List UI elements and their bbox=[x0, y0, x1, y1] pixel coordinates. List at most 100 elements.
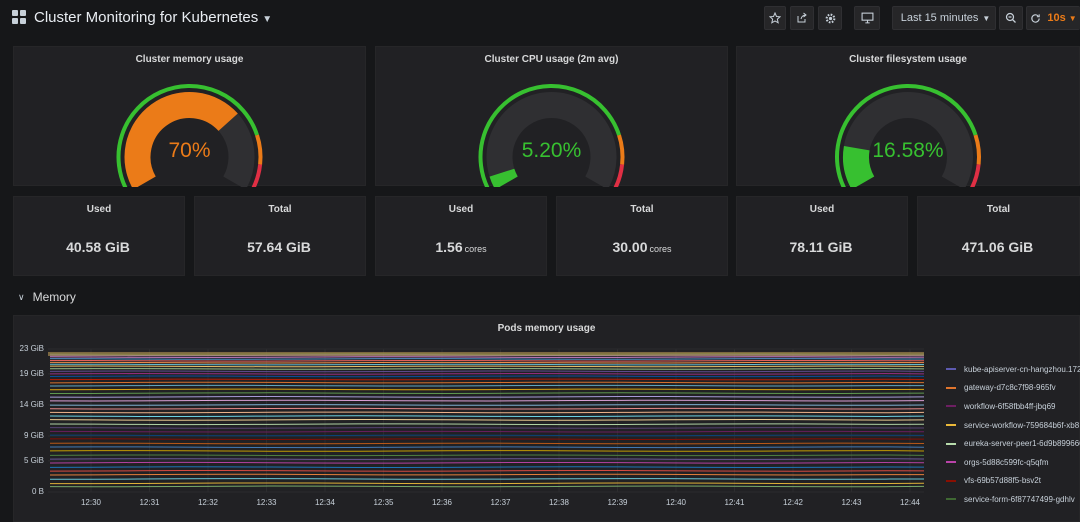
panel-title: Cluster CPU usage (2m avg) bbox=[484, 54, 619, 65]
legend-swatch bbox=[946, 479, 956, 482]
series-line bbox=[49, 399, 925, 402]
refresh-button[interactable]: 10s ▼ bbox=[1026, 6, 1080, 30]
stat-value: 40.58 GiB bbox=[66, 239, 130, 255]
gauge-chart: 70% bbox=[116, 84, 263, 187]
chevron-down-icon: ∨ bbox=[18, 291, 25, 302]
series-line bbox=[49, 411, 925, 414]
panel-title: Used bbox=[86, 204, 112, 215]
series-line bbox=[49, 363, 925, 366]
gauge-threshold-arc bbox=[835, 84, 978, 187]
legend-item[interactable]: gateway-d7c8c7f98-965fv bbox=[940, 379, 1080, 398]
x-tick-label: 12:30 bbox=[80, 498, 102, 507]
series-line bbox=[49, 378, 925, 381]
stat-value: 57.64 GiB bbox=[247, 239, 311, 255]
series-line bbox=[49, 442, 925, 445]
gauge-threshold-arc bbox=[973, 134, 981, 165]
gauge-value-arc bbox=[124, 92, 238, 187]
gauge-threshold-arc bbox=[478, 84, 621, 187]
chevron-down-icon: ▼ bbox=[262, 14, 273, 25]
series-line bbox=[49, 446, 925, 449]
x-tick-label: 12:35 bbox=[373, 498, 394, 507]
series-line bbox=[49, 368, 925, 370]
memory-row-header[interactable]: ∨ Memory bbox=[18, 290, 76, 304]
share-button[interactable] bbox=[790, 6, 814, 30]
chevron-down-icon: ▼ bbox=[982, 13, 991, 23]
series-line bbox=[49, 384, 925, 387]
series-line bbox=[49, 423, 925, 426]
legend-item[interactable]: workflow-6f58fbb4ff-jbq69 bbox=[940, 397, 1080, 416]
legend-swatch bbox=[946, 442, 956, 445]
series-line bbox=[49, 461, 925, 464]
gauge-value-label: 70% bbox=[168, 139, 210, 162]
refresh-icon bbox=[1031, 13, 1041, 23]
series-line bbox=[49, 458, 925, 460]
cpu-used-stat: Used 1.56 cores bbox=[375, 196, 547, 276]
gauge-threshold-arc bbox=[251, 164, 263, 187]
gear-icon bbox=[825, 13, 835, 23]
tv-mode-button[interactable] bbox=[854, 6, 880, 30]
memory-total-stat: Total 57.64 GiB bbox=[194, 196, 366, 276]
zoom-out-icon bbox=[1005, 12, 1016, 23]
x-tick-label: 12:43 bbox=[841, 498, 862, 507]
legend-swatch bbox=[946, 461, 956, 464]
gauge-chart: 5.20% bbox=[478, 84, 625, 187]
y-tick-label: 9 GiB bbox=[23, 431, 44, 441]
x-tick-label: 12:32 bbox=[197, 498, 219, 507]
x-tick-label: 12:39 bbox=[607, 498, 628, 507]
legend-item[interactable]: vfs-69b57d88f5-bsv2t bbox=[940, 472, 1080, 491]
gauge-track bbox=[486, 92, 617, 187]
series-line bbox=[49, 438, 925, 441]
panel-title: Total bbox=[986, 204, 1011, 215]
series-line bbox=[49, 392, 925, 394]
gauge-threshold-arc bbox=[617, 134, 625, 165]
series-line bbox=[49, 430, 925, 433]
settings-button[interactable] bbox=[818, 6, 842, 30]
x-tick-label: 12:44 bbox=[899, 498, 921, 507]
time-picker-button[interactable]: Last 15 minutes ▼ bbox=[892, 6, 996, 30]
x-tick-label: 12:40 bbox=[665, 498, 687, 507]
series-line bbox=[49, 419, 925, 421]
panel-title: Used bbox=[448, 204, 474, 215]
legend-label: kube-apiserver-cn-hangzhou.172. bbox=[964, 364, 1080, 374]
gauge-threshold-arc bbox=[970, 164, 981, 187]
legend-swatch bbox=[946, 368, 956, 371]
x-tick-label: 12:36 bbox=[431, 498, 453, 507]
stat-value: 471.06 GiB bbox=[961, 239, 1034, 255]
legend-item[interactable]: service-form-6f87747499-gdhlv bbox=[940, 490, 1080, 509]
star-button[interactable] bbox=[764, 6, 786, 30]
series-line bbox=[49, 482, 925, 485]
dashboard-grid-icon[interactable] bbox=[12, 10, 26, 24]
legend-item[interactable]: kube-apiserver-cn-hangzhou.172. bbox=[940, 360, 1080, 379]
refresh-interval-label: 10s bbox=[1047, 12, 1066, 24]
share-icon bbox=[797, 12, 807, 23]
y-tick-label: 19 GiB bbox=[19, 368, 44, 378]
series-line bbox=[49, 396, 925, 398]
x-tick-label: 12:34 bbox=[314, 498, 336, 507]
x-tick-label: 12:37 bbox=[490, 498, 511, 507]
series-line bbox=[49, 407, 925, 410]
x-tick-label: 12:38 bbox=[548, 498, 570, 507]
filesystem-gauge-panel: 16.58% Cluster filesystem usage bbox=[736, 46, 1080, 187]
dashboard-title-text: Cluster Monitoring for Kubernetes bbox=[34, 9, 259, 26]
filesystem-used-stat: Used 78.11 GiB bbox=[736, 196, 908, 276]
dashboard-title[interactable]: Cluster Monitoring for Kubernetes ▼ bbox=[34, 9, 272, 26]
zoom-out-button[interactable] bbox=[999, 6, 1023, 30]
series-band bbox=[48, 351, 924, 356]
legend-item[interactable]: orgs-5d88c599fc-q5qfm bbox=[940, 453, 1080, 472]
series-line bbox=[49, 485, 925, 488]
graph-legend: kube-apiserver-cn-hangzhou.172. gateway-d… bbox=[940, 360, 1080, 509]
cpu-gauge-panel: 5.20% Cluster CPU usage (2m avg) bbox=[375, 46, 728, 187]
series-line bbox=[49, 361, 925, 364]
gauge-threshold-arc bbox=[255, 134, 263, 165]
series-line bbox=[49, 359, 925, 362]
stat-value: 78.11 GiB bbox=[789, 239, 853, 255]
legend-item[interactable]: eureka-server-peer1-6d9b899666 bbox=[940, 434, 1080, 453]
series-line bbox=[49, 375, 925, 378]
top-bar: Cluster Monitoring for Kubernetes ▼ Last … bbox=[0, 0, 1080, 36]
gauge-value-arc bbox=[489, 168, 518, 187]
gauge-threshold-arc bbox=[613, 164, 625, 187]
row-title: Memory bbox=[32, 290, 76, 304]
x-tick-label: 12:41 bbox=[724, 498, 745, 507]
legend-item[interactable]: service-workflow-759684b6f-xb8 bbox=[940, 416, 1080, 435]
